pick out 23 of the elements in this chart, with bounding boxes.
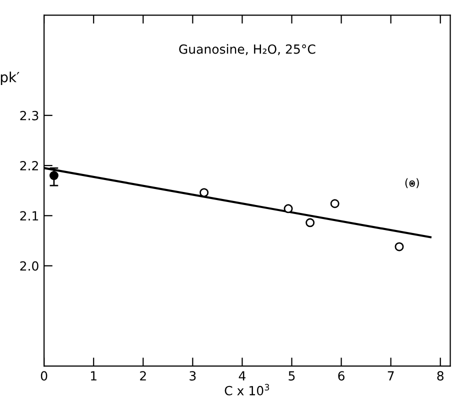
- point: [200, 188, 209, 198]
- y-tick-label: 2.0: [20, 261, 38, 271]
- point: [330, 199, 340, 208]
- x-axis-title: C x 10$^{3}$: [224, 384, 270, 396]
- annotation: (o): [405, 178, 419, 188]
- point: [394, 242, 404, 252]
- x-tick-label: 3: [190, 371, 196, 381]
- point: [284, 204, 293, 214]
- y-tick-label: 2.1: [20, 211, 38, 220]
- point: [49, 171, 58, 180]
- x-tick-label: 4: [238, 371, 246, 380]
- x-tick-label: 8: [437, 371, 444, 381]
- x-tick-label: 6: [338, 371, 344, 381]
- x-tick-label: 1: [91, 371, 96, 380]
- y-tick-label: 2.2: [20, 161, 38, 170]
- x-tick-label: 7: [388, 371, 394, 380]
- x-tick-label: 0: [40, 371, 48, 381]
- x-tick-label: 5: [288, 371, 295, 381]
- point: [306, 218, 315, 228]
- y-axis-title: pk′: [0, 72, 20, 86]
- text: Guanosine, H₂O, 25°C: [179, 44, 316, 56]
- y-tick-label: 2.3: [20, 110, 38, 120]
- x-tick-label: 2: [140, 371, 146, 380]
